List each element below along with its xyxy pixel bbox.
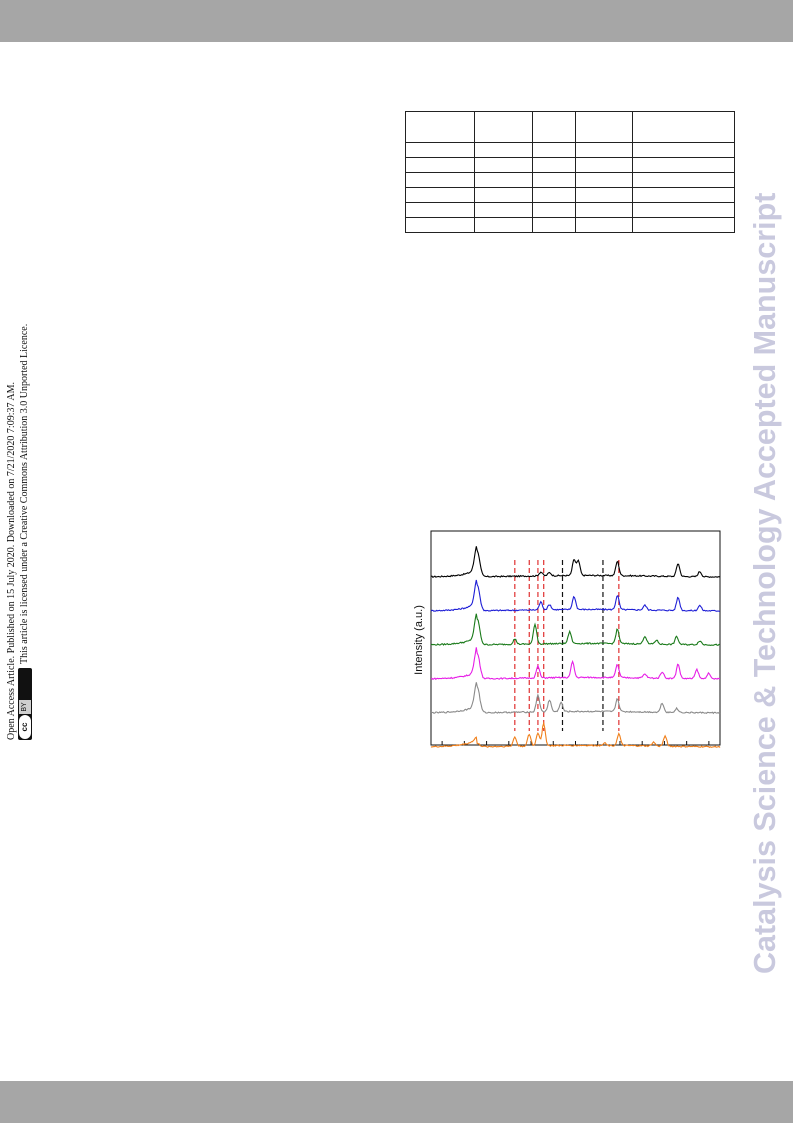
table-cell: [532, 172, 576, 188]
table-cell: [532, 187, 576, 203]
series-line: [430, 579, 721, 612]
spectra-series: [430, 546, 721, 748]
top-header-band: [0, 0, 793, 42]
table-header-row: [405, 111, 735, 143]
table-row: [405, 217, 735, 233]
table-cell: [632, 202, 735, 218]
series-line: [430, 613, 720, 646]
table-cell: [532, 142, 576, 158]
x-axis-ticks: [441, 741, 710, 745]
table-cell: [405, 172, 475, 188]
table-cell: [405, 142, 475, 158]
series-line: [430, 682, 721, 715]
table-cell: [474, 187, 533, 203]
table-cell: [632, 111, 735, 143]
cc-icon: cc: [19, 715, 31, 739]
table-cell: [632, 142, 735, 158]
table-cell: [474, 142, 533, 158]
table-cell: [474, 111, 533, 143]
y-axis-label: Intensity (a.u.): [413, 605, 425, 675]
license-line-2[interactable]: This article is licensed under a Creativ…: [19, 323, 30, 664]
series-line: [431, 546, 721, 579]
table-cell: [405, 111, 475, 143]
spectrum-chart: Intensity (a.u.): [400, 530, 730, 760]
series-line: [430, 721, 721, 748]
table-cell: [405, 187, 475, 203]
watermark-text: Catalysis Science & Technology Accepted …: [748, 192, 782, 974]
table-cell: [575, 172, 633, 188]
license-line-1: Open Access Article. Published on 15 Jul…: [6, 381, 17, 740]
table-cell: [575, 217, 633, 233]
plot-frame: [430, 530, 721, 746]
table-cell: [575, 187, 633, 203]
data-table: [405, 111, 735, 233]
table-cell: [575, 157, 633, 173]
table-cell: [632, 157, 735, 173]
license-notice: Open Access Article. Published on 15 Jul…: [4, 268, 34, 740]
by-icon: BY: [19, 700, 31, 714]
table-row: [405, 202, 735, 218]
table-cell: [632, 217, 735, 233]
spectrum-chart-svg: Intensity (a.u.): [413, 530, 721, 748]
table-row: [405, 157, 735, 173]
table-row: [405, 142, 735, 158]
bottom-footer-band: [0, 1081, 793, 1123]
series-line: [430, 647, 721, 681]
table-cell: [632, 187, 735, 203]
table-cell: [405, 202, 475, 218]
table-cell: [405, 217, 475, 233]
table-cell: [632, 172, 735, 188]
table-row: [405, 187, 735, 203]
table-cell: [575, 142, 633, 158]
table-cell: [532, 111, 576, 143]
journal-watermark: Catalysis Science & Technology Accepted …: [740, 148, 790, 974]
table-row: [405, 172, 735, 188]
table-cell: [575, 202, 633, 218]
table-cell: [474, 202, 533, 218]
table-cell: [532, 202, 576, 218]
table-cell: [575, 111, 633, 143]
reference-lines: [514, 560, 620, 731]
cc-by-license-icon[interactable]: cc BY: [18, 668, 32, 740]
table-cell: [532, 217, 576, 233]
table-cell: [405, 157, 475, 173]
table-cell: [532, 157, 576, 173]
table-cell: [474, 172, 533, 188]
table-cell: [474, 157, 533, 173]
table-cell: [474, 217, 533, 233]
